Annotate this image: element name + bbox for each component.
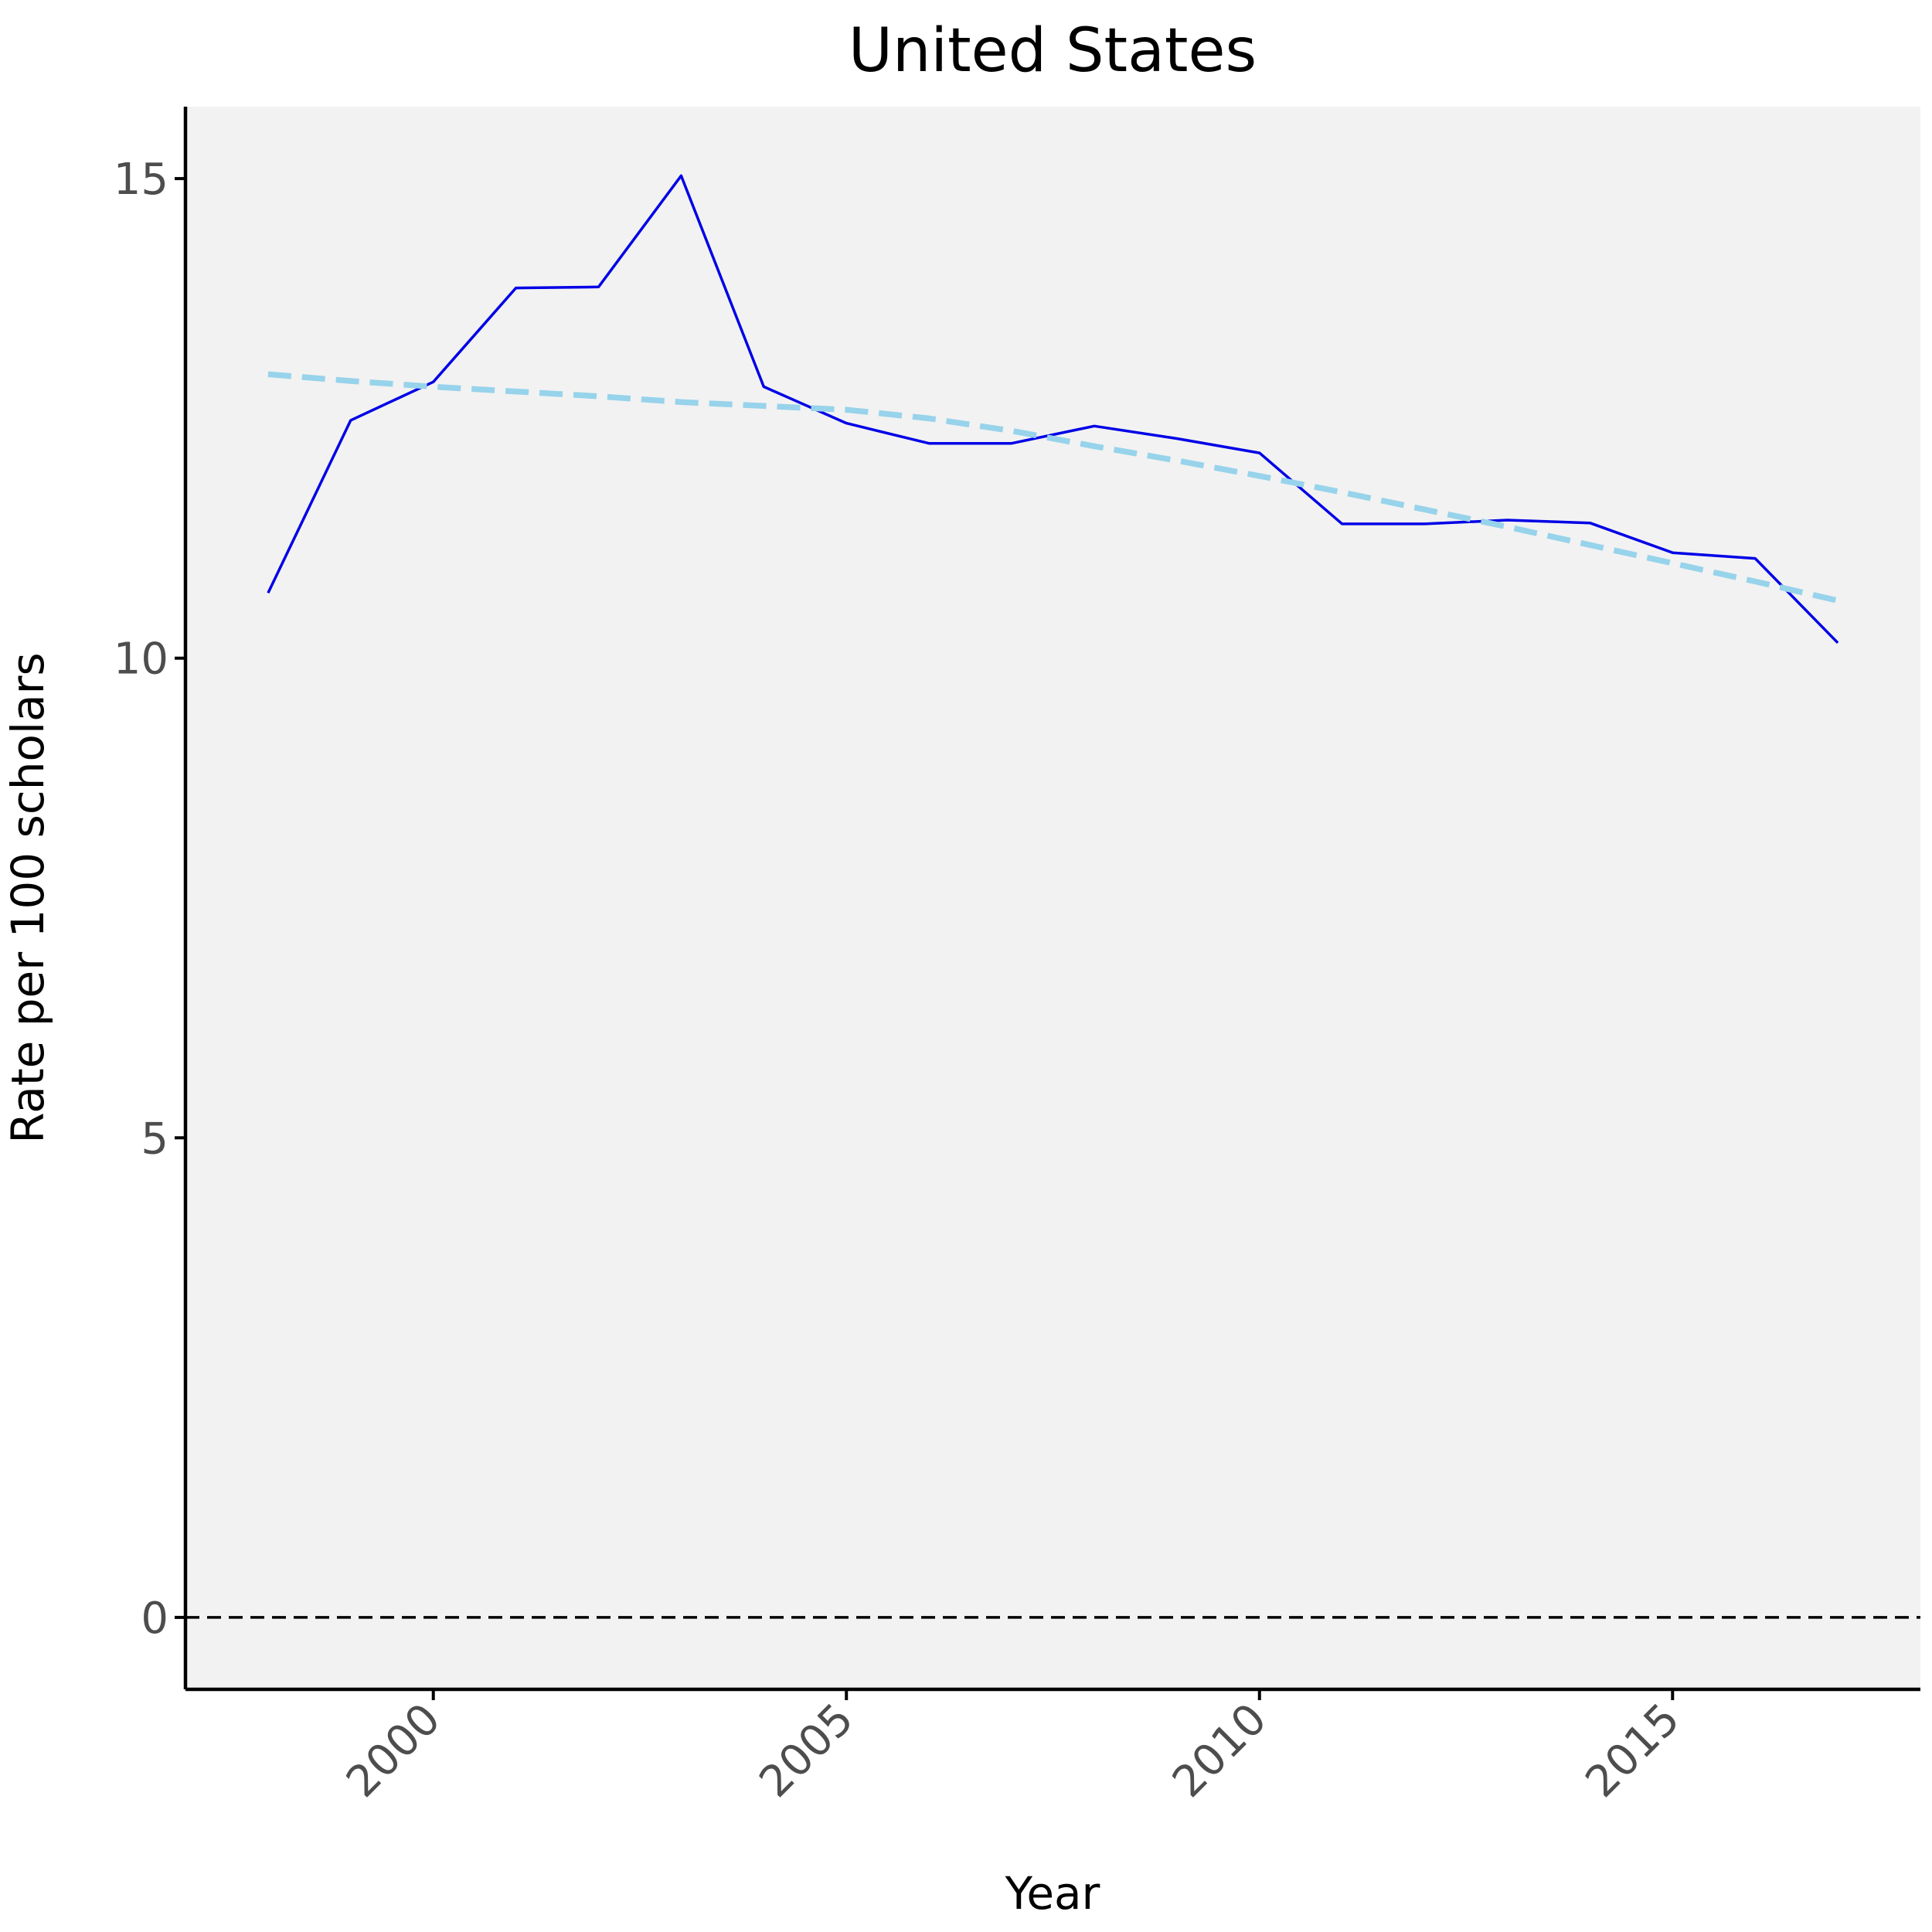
y-tick-label: 15 [114, 155, 168, 205]
y-tick-label: 10 [114, 634, 168, 685]
y-axis-title: Rate per 100 scholars [2, 652, 54, 1143]
y-tick-label: 5 [141, 1114, 168, 1164]
y-tick-label: 0 [141, 1594, 168, 1644]
plot-panel [185, 107, 1920, 1689]
trend-line [267, 371, 1838, 604]
chart-title: United States [849, 16, 1257, 86]
rate-line [267, 174, 1839, 645]
x-axis-title: Year [1005, 1867, 1100, 1920]
series-layer [267, 174, 1839, 645]
y-axis-ticks: 0 5 10 15 [114, 155, 185, 1644]
